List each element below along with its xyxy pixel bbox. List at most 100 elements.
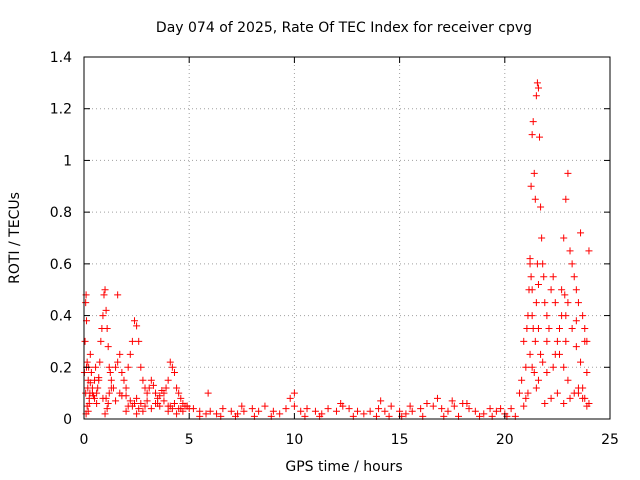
data-point bbox=[105, 363, 113, 371]
data-point bbox=[545, 325, 553, 332]
data-point bbox=[579, 394, 587, 402]
y-tick-label: 0.2 bbox=[50, 360, 72, 376]
data-point bbox=[103, 325, 111, 332]
data-point bbox=[543, 312, 551, 320]
data-point bbox=[133, 410, 141, 418]
data-point bbox=[135, 405, 143, 413]
data-point bbox=[102, 306, 110, 314]
data-point bbox=[465, 405, 473, 413]
data-point bbox=[533, 79, 541, 87]
data-point bbox=[164, 402, 172, 410]
data-point bbox=[438, 405, 446, 413]
data-point bbox=[240, 407, 248, 415]
x-tick-labels: 0 5 10 15 20 25 bbox=[80, 432, 619, 448]
data-point bbox=[463, 399, 471, 407]
data-point bbox=[177, 394, 185, 402]
data-point bbox=[107, 376, 115, 384]
data-point bbox=[486, 405, 494, 413]
data-point bbox=[269, 407, 277, 415]
data-point bbox=[164, 376, 172, 384]
data-point bbox=[81, 337, 89, 345]
data-point bbox=[532, 92, 540, 100]
chart-title: Day 074 of 2025, Rate Of TEC Index for r… bbox=[156, 20, 532, 36]
data-point bbox=[516, 389, 524, 397]
data-point bbox=[562, 337, 570, 345]
data-point bbox=[527, 182, 535, 190]
data-point bbox=[551, 350, 559, 358]
data-point bbox=[583, 402, 591, 410]
data-point bbox=[566, 247, 574, 255]
data-point bbox=[518, 376, 526, 384]
data-point bbox=[95, 376, 103, 384]
data-point bbox=[532, 384, 540, 392]
data-point bbox=[560, 363, 568, 371]
data-point bbox=[528, 286, 536, 294]
y-tick-labels: 0 0.2 0.4 0.6 0.8 1 1.2 1.4 bbox=[50, 50, 72, 428]
data-point bbox=[408, 407, 416, 415]
data-point bbox=[566, 394, 574, 402]
data-point bbox=[227, 407, 235, 415]
data-point bbox=[213, 410, 221, 418]
y-tick-label: 1 bbox=[63, 153, 72, 169]
x-tick-label: 5 bbox=[185, 432, 194, 448]
data-point bbox=[160, 397, 168, 405]
data-point bbox=[126, 350, 134, 358]
grid-lines bbox=[84, 57, 610, 419]
data-point bbox=[526, 350, 534, 358]
y-tick-label: 0.8 bbox=[50, 205, 72, 221]
data-point bbox=[568, 260, 576, 268]
data-point bbox=[538, 234, 546, 242]
data-point bbox=[104, 399, 112, 407]
data-point bbox=[104, 343, 112, 351]
data-point bbox=[534, 84, 542, 92]
data-point bbox=[133, 394, 141, 402]
data-point bbox=[585, 247, 593, 255]
data-point bbox=[116, 350, 124, 358]
y-tick-label: 0.6 bbox=[50, 257, 72, 273]
data-point bbox=[170, 368, 178, 376]
data-point bbox=[564, 169, 572, 177]
data-point bbox=[248, 405, 256, 413]
data-point bbox=[143, 389, 151, 397]
data-point bbox=[558, 286, 566, 294]
data-point bbox=[204, 389, 212, 397]
data-point bbox=[553, 389, 561, 397]
data-point bbox=[583, 368, 591, 376]
data-point bbox=[529, 118, 537, 126]
data-point bbox=[507, 405, 515, 413]
data-point bbox=[332, 407, 340, 415]
data-point bbox=[366, 407, 374, 415]
data-point bbox=[560, 399, 568, 407]
data-point bbox=[84, 407, 92, 415]
data-point bbox=[170, 399, 178, 407]
data-point bbox=[94, 384, 102, 392]
data-point bbox=[536, 133, 544, 141]
data-point bbox=[402, 410, 410, 418]
data-point bbox=[130, 317, 138, 325]
data-point bbox=[135, 337, 143, 345]
data-point bbox=[531, 195, 539, 203]
data-point bbox=[556, 325, 564, 332]
data-point bbox=[286, 394, 294, 402]
data-point bbox=[261, 402, 269, 410]
x-tick-label: 20 bbox=[496, 432, 514, 448]
data-point bbox=[86, 379, 94, 387]
data-point bbox=[570, 389, 578, 397]
data-point bbox=[433, 394, 441, 402]
data-point bbox=[112, 363, 120, 371]
data-point bbox=[560, 234, 568, 242]
data-point bbox=[522, 363, 530, 371]
data-point bbox=[522, 394, 530, 402]
data-point bbox=[381, 407, 389, 415]
data-point bbox=[537, 203, 545, 211]
data-point bbox=[83, 358, 91, 366]
data-point bbox=[570, 273, 578, 281]
data-point bbox=[166, 358, 174, 366]
data-point bbox=[303, 405, 311, 413]
data-point bbox=[547, 286, 555, 294]
data-point bbox=[105, 389, 113, 397]
data-point bbox=[82, 299, 90, 307]
data-point bbox=[574, 299, 582, 307]
data-point bbox=[106, 368, 114, 376]
data-point bbox=[100, 291, 108, 299]
